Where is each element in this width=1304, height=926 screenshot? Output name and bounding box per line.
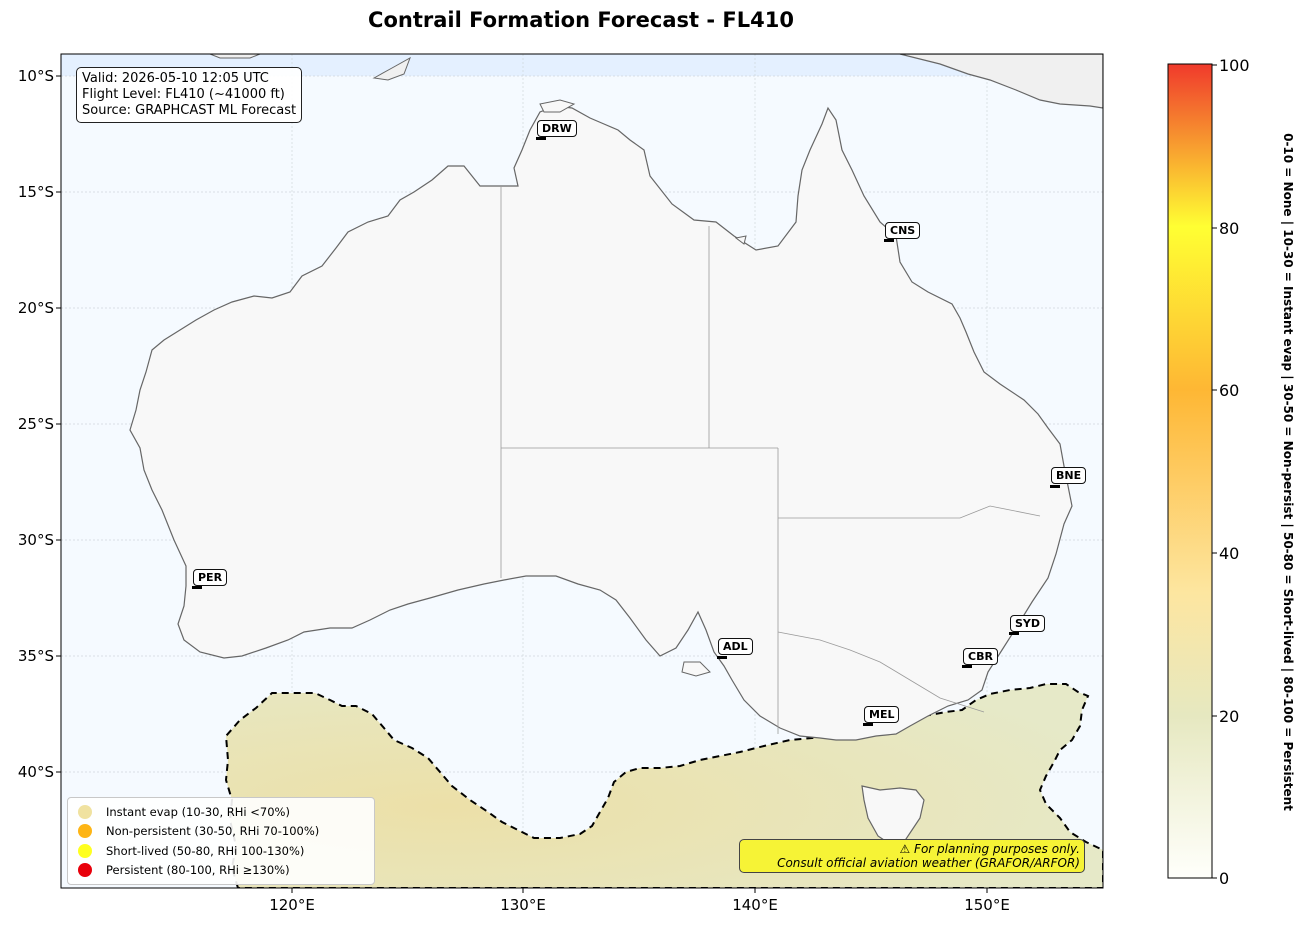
city-label-mel[interactable]: MEL [864, 706, 900, 723]
lat-label-15s: 15°S [17, 183, 54, 201]
airport-marker [863, 723, 873, 726]
colorbar-tick-100: 100 [1219, 56, 1250, 75]
legend-dot-icon [78, 843, 92, 858]
city-label-cbr[interactable]: CBR [963, 648, 998, 665]
colorbar-tick-80: 80 [1219, 219, 1240, 238]
city-label-cns[interactable]: CNS [885, 222, 921, 239]
warning-line-2: Consult official aviation weather (GRAFO… [777, 856, 1080, 870]
australia-mainland [129, 105, 1073, 741]
lon-label-150e: 150°E [964, 896, 1010, 914]
flight-level: Flight Level: FL410 (~41000 ft) [82, 87, 285, 102]
colorbar-legend-text: 0-10 = None | 10-30 = Instant evap | 30-… [1281, 133, 1295, 811]
colorbar [1167, 63, 1213, 879]
warning-line-1: ⚠ For planning purposes only. [899, 842, 1080, 856]
lat-label-25s: 25°S [17, 415, 54, 433]
legend-label: Instant evap (10-30, RHi <70%) [106, 804, 290, 819]
state-borders [500, 186, 1041, 734]
new-guinea [899, 54, 1103, 109]
tasmania [861, 785, 925, 845]
colorbar-tick-20: 20 [1219, 707, 1240, 726]
lat-label-40s: 40°S [17, 763, 54, 781]
airport-marker [536, 137, 546, 140]
valid-time: Valid: 2026-05-10 12:05 UTC [82, 71, 269, 86]
legend-label: Persistent (80-100, RHi ≥130%) [106, 863, 290, 878]
legend-dot-icon [78, 863, 92, 878]
colorbar-ticks [1212, 64, 1217, 879]
lon-label-120e: 120°E [269, 896, 315, 914]
colorbar-category-text: 0-10 = None | 10-30 = Instant evap | 30-… [1277, 76, 1299, 868]
lat-label-10s: 10°S [17, 67, 54, 85]
axis-ticks [56, 75, 988, 893]
data-source: Source: GRAPHCAST ML Forecast [82, 103, 297, 118]
city-label-syd[interactable]: SYD [1010, 615, 1046, 632]
chart-title: Contrail Formation Forecast - FL410 [368, 8, 794, 32]
airport-marker [717, 656, 727, 659]
legend-label: Non-persistent (30-50, RHi 70-100%) [106, 824, 320, 839]
forecast-info-box: Valid: 2026-05-10 12:05 UTC Flight Level… [76, 67, 303, 123]
lon-label-140e: 140°E [732, 896, 778, 914]
legend-dot-icon [78, 824, 92, 839]
lat-label-35s: 35°S [17, 647, 54, 665]
legend-item: Non-persistent (30-50, RHi 70-100%) [78, 822, 374, 842]
airport-marker [884, 239, 894, 242]
legend-item: Short-lived (50-80, RHi 100-130%) [78, 841, 374, 861]
city-label-drw[interactable]: DRW [537, 120, 577, 137]
lat-label-30s: 30°S [17, 531, 54, 549]
legend-item: Instant evap (10-30, RHi <70%) [78, 802, 374, 822]
legend-dot-icon [78, 804, 92, 819]
map-frame [60, 53, 1104, 889]
airport-marker [1009, 632, 1019, 635]
category-legend: Instant evap (10-30, RHi <70%) Non-persi… [67, 797, 375, 885]
planning-warning: ⚠ For planning purposes only. Consult of… [739, 839, 1085, 873]
lon-label-130e: 130°E [500, 896, 546, 914]
legend-item: Persistent (80-100, RHi ≥130%) [78, 861, 374, 881]
colorbar-tick-60: 60 [1219, 381, 1240, 400]
city-label-bne[interactable]: BNE [1051, 467, 1087, 484]
lat-label-20s: 20°S [17, 299, 54, 317]
city-label-adl[interactable]: ADL [718, 638, 753, 655]
airport-marker [1050, 485, 1060, 488]
legend-label: Short-lived (50-80, RHi 100-130%) [106, 843, 305, 858]
airport-marker [962, 665, 972, 668]
colorbar-tick-0: 0 [1219, 869, 1230, 888]
airport-marker [192, 586, 202, 589]
city-label-per[interactable]: PER [193, 569, 228, 586]
colorbar-tick-40: 40 [1219, 544, 1240, 563]
